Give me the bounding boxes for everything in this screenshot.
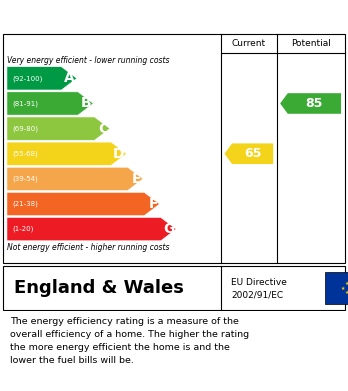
- Text: (39-54): (39-54): [12, 176, 38, 182]
- Polygon shape: [7, 217, 176, 241]
- Text: A: A: [64, 71, 75, 85]
- Text: (81-91): (81-91): [12, 100, 38, 107]
- Text: (92-100): (92-100): [12, 75, 42, 82]
- Text: (69-80): (69-80): [12, 126, 38, 132]
- Text: E: E: [132, 172, 141, 186]
- Text: Not energy efficient - higher running costs: Not energy efficient - higher running co…: [7, 243, 169, 252]
- Text: G: G: [163, 222, 174, 236]
- Text: Potential: Potential: [291, 39, 331, 48]
- Text: ★: ★: [345, 281, 348, 286]
- Text: F: F: [148, 197, 158, 211]
- Text: Current: Current: [232, 39, 266, 48]
- Text: EU Directive: EU Directive: [231, 278, 287, 287]
- Polygon shape: [7, 67, 77, 90]
- Text: ★: ★: [341, 285, 345, 291]
- Text: (55-68): (55-68): [12, 151, 38, 157]
- Bar: [325, 272, 348, 304]
- Polygon shape: [7, 117, 110, 140]
- Polygon shape: [280, 93, 341, 114]
- Text: C: C: [98, 122, 108, 136]
- Text: (1-20): (1-20): [12, 226, 33, 232]
- Text: 65: 65: [244, 147, 261, 160]
- Polygon shape: [7, 142, 126, 165]
- Polygon shape: [7, 192, 159, 216]
- Text: 2002/91/EC: 2002/91/EC: [231, 291, 284, 300]
- Text: 85: 85: [306, 97, 323, 110]
- Text: The energy efficiency rating is a measure of the
overall efficiency of a home. T: The energy efficiency rating is a measur…: [10, 317, 250, 365]
- Text: England & Wales: England & Wales: [14, 279, 184, 297]
- Polygon shape: [7, 92, 93, 115]
- Polygon shape: [7, 167, 143, 190]
- Text: Very energy efficient - lower running costs: Very energy efficient - lower running co…: [7, 56, 169, 65]
- Text: (21-38): (21-38): [12, 201, 38, 207]
- Text: ★: ★: [345, 290, 348, 295]
- Text: Energy Efficiency Rating: Energy Efficiency Rating: [10, 9, 221, 23]
- Text: B: B: [81, 97, 92, 111]
- Text: D: D: [113, 147, 125, 161]
- Polygon shape: [224, 143, 273, 164]
